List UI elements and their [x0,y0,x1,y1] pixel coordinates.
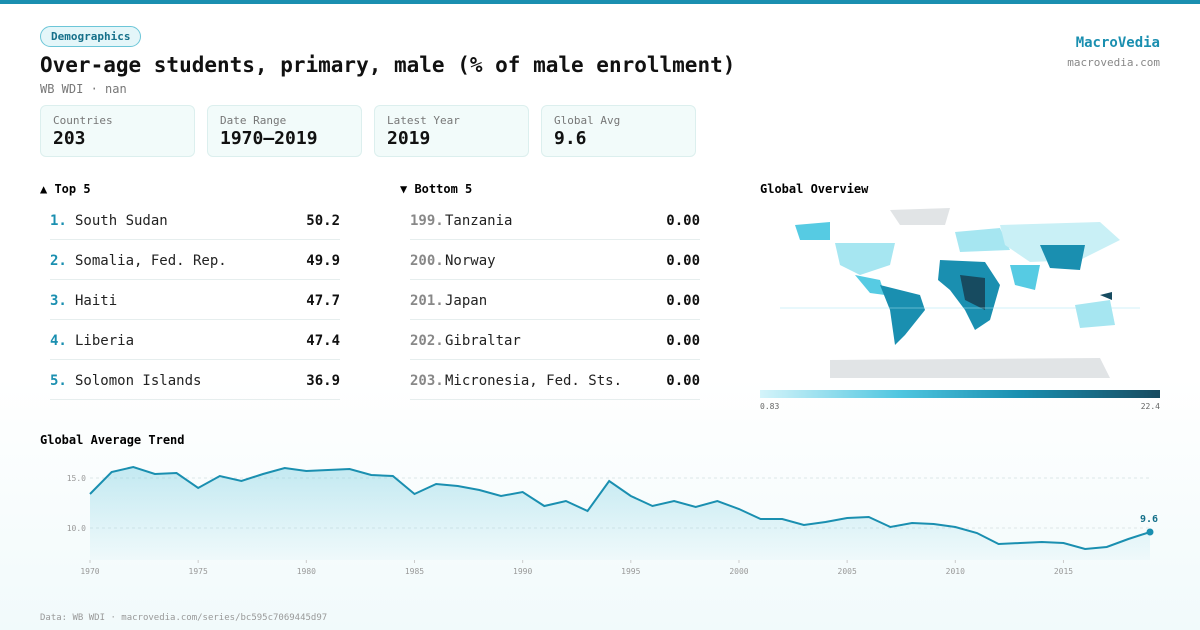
rank-number: 1. [50,213,67,229]
rank-number: 5. [50,373,67,389]
top-title: ▲ Top 5 [40,182,91,196]
rank-number: 4. [50,333,67,349]
stat-card: Global Avg 9.6 [541,105,696,157]
x-tick-label: 1995 [621,567,640,576]
country-name: Tanzania [445,213,513,229]
stat-label: Date Range [220,114,287,127]
bottom-title: ▼ Bottom 5 [400,182,473,196]
country-name: Somalia, Fed. Rep. [75,253,227,269]
x-tick-label: 2015 [1054,567,1073,576]
chart-title: Global Average Trend [40,433,185,447]
rank-row: 202. Gibraltar 0.00 [410,320,700,360]
country-name: Micronesia, Fed. Sts. [445,373,623,389]
country-name: Japan [445,293,488,309]
title: Over-age students, primary, male (% of m… [40,53,736,77]
country-value: 36.9 [306,373,340,389]
country-value: 47.4 [306,333,340,349]
area [90,467,1150,560]
x-tick-label: 2010 [946,567,965,576]
rank-row: 4. Liberia 47.4 [50,320,340,360]
footer: Data: WB WDI · macrovedia.com/series/bc5… [40,613,328,623]
stat-card: Latest Year 2019 [374,105,529,157]
badge: Demographics [40,26,142,47]
y-tick-label: 10.0 [67,524,86,533]
country-value: 0.00 [666,333,700,349]
stat-value: 1970–2019 [220,128,318,149]
x-tick-label: 1985 [405,567,424,576]
rank-number: 201. [410,293,444,309]
stat-label: Latest Year [387,114,460,127]
site: macrovedia.com [1067,56,1160,69]
country-value: 50.2 [306,213,340,229]
brand: MacroVedia [1075,35,1160,51]
rank-row: 2. Somalia, Fed. Rep. 49.9 [50,240,340,280]
colorbar-min: 0.83 [760,402,779,411]
x-tick-label: 1980 [297,567,316,576]
rank-row: 201. Japan 0.00 [410,280,700,320]
rank-number: 3. [50,293,67,309]
stat-card: Date Range 1970–2019 [207,105,362,157]
stat-value: 2019 [387,128,431,149]
country-name: Haiti [75,293,118,309]
rank-row: 199. Tanzania 0.00 [410,200,700,240]
world-map [780,208,1140,380]
rank-number: 202. [410,333,444,349]
country-value: 49.9 [306,253,340,269]
rank-number: 199. [410,213,444,229]
rank-row: 3. Haiti 47.7 [50,280,340,320]
rank-row: 203. Micronesia, Fed. Sts. 0.00 [410,360,700,400]
country-value: 0.00 [666,293,700,309]
rank-row: 5. Solomon Islands 36.9 [50,360,340,400]
x-tick-label: 1990 [513,567,532,576]
stat-card: Countries 203 [40,105,195,157]
country-name: Liberia [75,333,135,349]
x-tick-label: 2005 [838,567,857,576]
end-point [1146,528,1154,536]
rank-row: 1. South Sudan 50.2 [50,200,340,240]
end-label: 9.6 [1140,514,1158,525]
country-name: Norway [445,253,496,269]
rank-number: 200. [410,253,444,269]
rank-number: 2. [50,253,67,269]
x-tick-label: 2000 [729,567,748,576]
stat-label: Countries [53,114,113,127]
stat-value: 203 [53,128,86,149]
x-tick-label: 1975 [189,567,208,576]
stat-value: 9.6 [554,128,587,149]
subtitle: WB WDI · nan [40,82,127,96]
country-value: 47.7 [306,293,340,309]
country-value: 0.00 [666,253,700,269]
country-value: 0.00 [666,213,700,229]
x-tick-label: 1970 [80,567,99,576]
country-name: Gibraltar [445,333,521,349]
top-bar [0,0,1200,4]
country-value: 0.00 [666,373,700,389]
line [89,465,1151,551]
rank-number: 203. [410,373,444,389]
country-name: Solomon Islands [75,373,202,389]
country-name: South Sudan [75,213,168,229]
rank-row: 200. Norway 0.00 [410,240,700,280]
stat-label: Global Avg [554,114,621,127]
y-tick-label: 15.0 [67,474,86,483]
colorbar [760,390,1160,398]
colorbar-max: 22.4 [1141,402,1160,411]
map-title: Global Overview [760,182,869,196]
